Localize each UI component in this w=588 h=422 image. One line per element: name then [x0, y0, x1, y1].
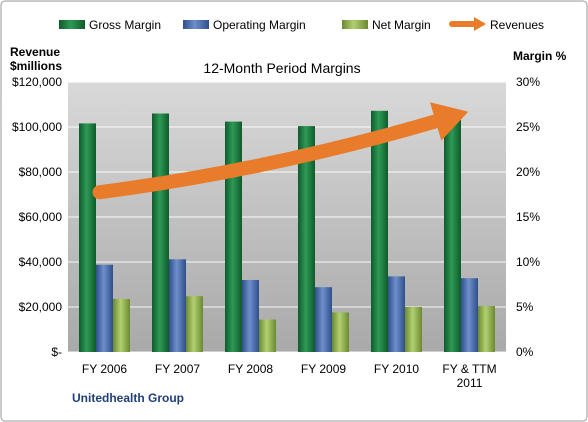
legend-arrowhead-revenues — [474, 17, 486, 31]
bar-gross-margin — [225, 121, 242, 352]
x-tick-label: FY 2006 — [82, 362, 127, 376]
legend-label-operating-margin: Operating Margin — [213, 18, 306, 32]
legend: Gross Margin Operating Margin Net Margin… — [59, 17, 544, 32]
bar-net-margin — [332, 312, 349, 352]
right-axis-tick-label: 5% — [516, 300, 534, 314]
bar-operating-margin — [96, 264, 113, 352]
x-tick-label: FY 2008 — [228, 362, 273, 376]
left-axis-title-line-1: Revenue — [10, 45, 60, 59]
company-name: Unitedhealth Group — [72, 391, 184, 405]
legend-label-revenues: Revenues — [490, 18, 544, 32]
bar-net-margin — [478, 306, 495, 352]
x-tick-label: FY 2010 — [374, 362, 419, 376]
left-axis-tick-label: $80,000 — [19, 165, 63, 179]
left-axis-tick-label: $20,000 — [19, 300, 63, 314]
bar-net-margin — [259, 319, 276, 352]
bar-operating-margin — [388, 276, 405, 352]
left-axis-tick-label: $100,000 — [12, 120, 62, 134]
right-axis-tick-label: 30% — [516, 75, 540, 89]
right-axis-tick-label: 0% — [516, 345, 534, 359]
bar-gross-margin — [152, 113, 169, 352]
bar-gross-margin — [371, 110, 388, 352]
left-axis-tick-label: $120,000 — [12, 75, 62, 89]
right-axis-tick-label: 15% — [516, 210, 540, 224]
bar-operating-margin — [169, 259, 186, 352]
x-axis-ticks: FY 2006 FY 2007 FY 2008 FY 2009 FY 2010 FY & … — [82, 362, 497, 390]
revenue-trend — [92, 102, 469, 200]
bar-net-margin — [405, 307, 422, 352]
bar-operating-margin — [242, 280, 259, 352]
revenue-arrow-shaft — [92, 113, 447, 200]
legend-label-gross-margin: Gross Margin — [89, 18, 161, 32]
left-axis-ticks: $- $20,000 $40,000 $60,000 $80,000 $100,000 $1… — [12, 75, 62, 359]
bar-gross-margin — [79, 123, 96, 353]
left-axis-title-line-2: $millions — [10, 59, 62, 73]
revenue-arrow-head — [430, 102, 469, 141]
bar-gross-margin — [444, 109, 461, 353]
bar-operating-margin — [315, 287, 332, 352]
left-axis-tick-label: $60,000 — [19, 210, 63, 224]
legend-swatch-operating-margin — [183, 20, 209, 29]
legend-swatch-net-margin — [342, 20, 368, 29]
right-axis-title: Margin % — [513, 49, 567, 63]
left-axis-tick-label: $- — [51, 345, 62, 359]
bar-net-margin — [113, 298, 130, 352]
right-axis-tick-label: 25% — [516, 120, 540, 134]
x-tick-label: FY 2009 — [301, 362, 346, 376]
legend-label-net-margin: Net Margin — [372, 18, 431, 32]
x-tick-label: FY & TTM — [442, 362, 496, 376]
left-axis-tick-label: $40,000 — [19, 255, 63, 269]
x-tick-label: FY 2007 — [155, 362, 200, 376]
right-axis-tick-label: 20% — [516, 165, 540, 179]
x-tick-label: 2011 — [457, 376, 483, 390]
bars — [79, 109, 495, 353]
bar-operating-margin — [461, 278, 478, 352]
bar-net-margin — [186, 296, 203, 352]
bar-gross-margin — [298, 126, 315, 352]
legend-swatch-gross-margin — [59, 20, 85, 29]
right-axis-ticks: 0% 5% 10% 15% 20% 25% 30% — [516, 75, 540, 359]
right-axis-tick-label: 10% — [516, 255, 540, 269]
chart-title: 12-Month Period Margins — [203, 60, 360, 76]
